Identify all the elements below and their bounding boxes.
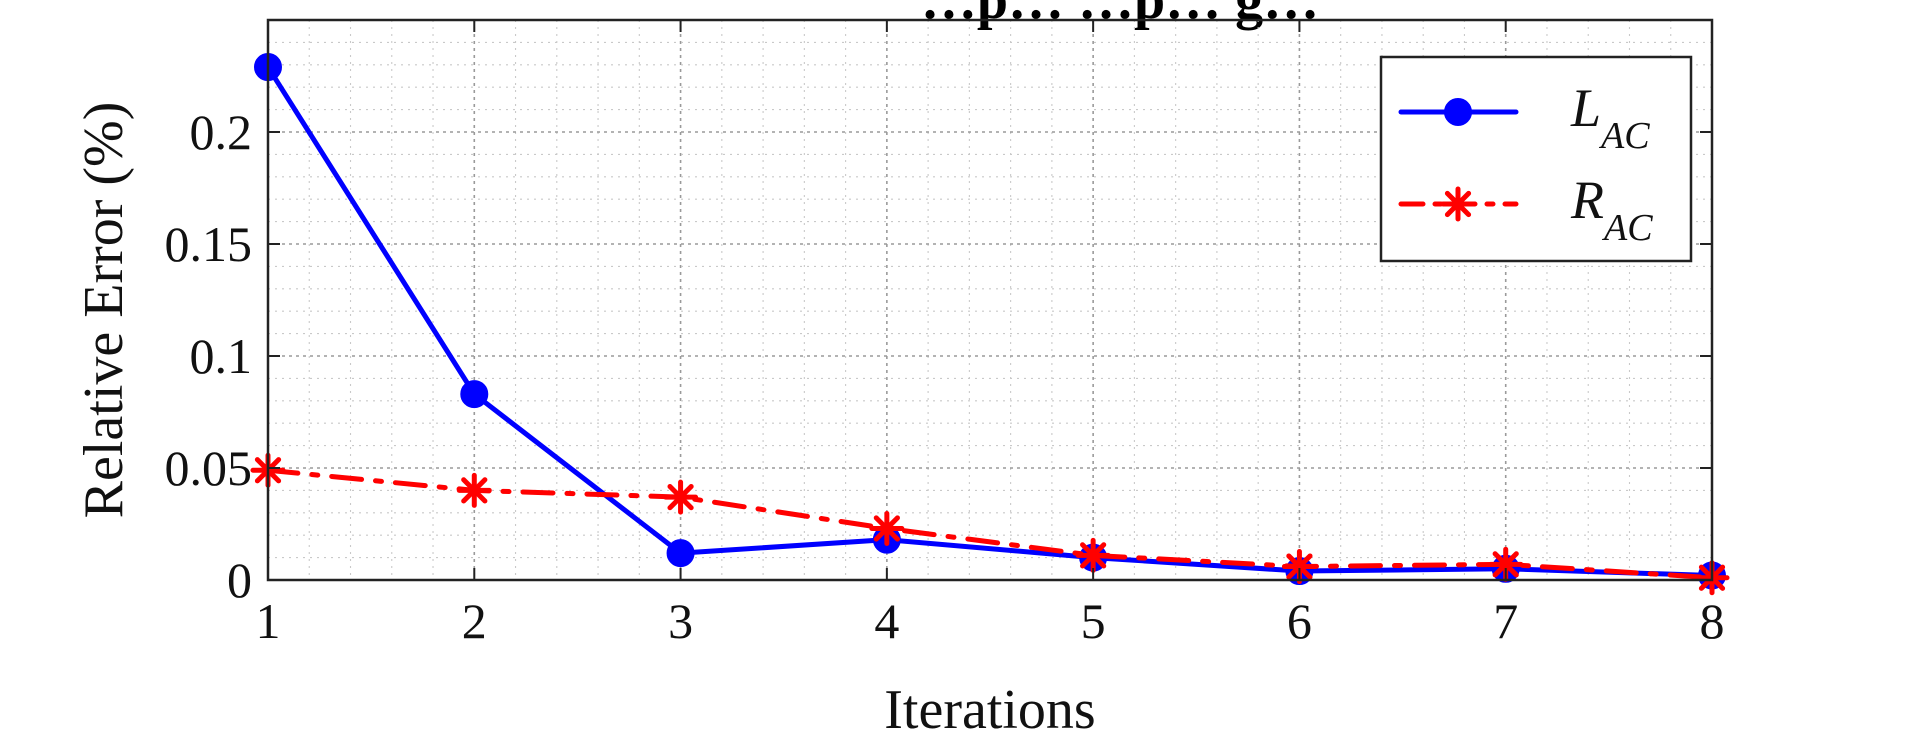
y-tick-label: 0.15 [165,216,253,272]
axis-ticks: 1 2 3 4 5 6 7 8 0 0.05 0.1 0.15 0.2 [165,20,1725,649]
series-line-2 [265,467,1715,581]
y-tick-label: 0.1 [190,328,253,384]
plot-frame [266,18,1714,582]
y-tick-label: 0.05 [165,440,253,496]
series-2-point [869,510,905,546]
series-line-1 [265,64,1715,579]
x-tick-label: 7 [1493,593,1518,649]
series-1-point [460,380,489,409]
legend: LAC RAC [1379,55,1693,263]
chart-title: …p… …p… g… [921,0,1319,31]
grid [268,20,1712,580]
x-tick-label: 5 [1081,593,1106,649]
series-2-point [663,479,699,515]
x-tick-label: 3 [668,593,693,649]
x-axis-label: Iterations [884,679,1095,732]
legend-marker-1 [1444,98,1472,126]
x-tick-label: 4 [874,593,899,649]
series-2-point [1075,537,1111,573]
legend-label-1: LAC [1570,78,1650,157]
x-tick-label: 1 [256,593,281,649]
legend-box [1379,55,1693,263]
series-1-point [666,539,695,568]
x-tick-label: 2 [462,593,487,649]
series-2-point [456,472,492,508]
y-tick-label: 0 [227,552,252,608]
x-tick-label: 8 [1700,593,1725,649]
y-axis-label: Relative Error (%) [73,102,135,519]
y-tick-label: 0.2 [190,104,253,160]
legend-label-2: RAC [1570,170,1653,249]
legend-marker-2 [1440,186,1476,222]
x-tick-label: 6 [1287,593,1312,649]
